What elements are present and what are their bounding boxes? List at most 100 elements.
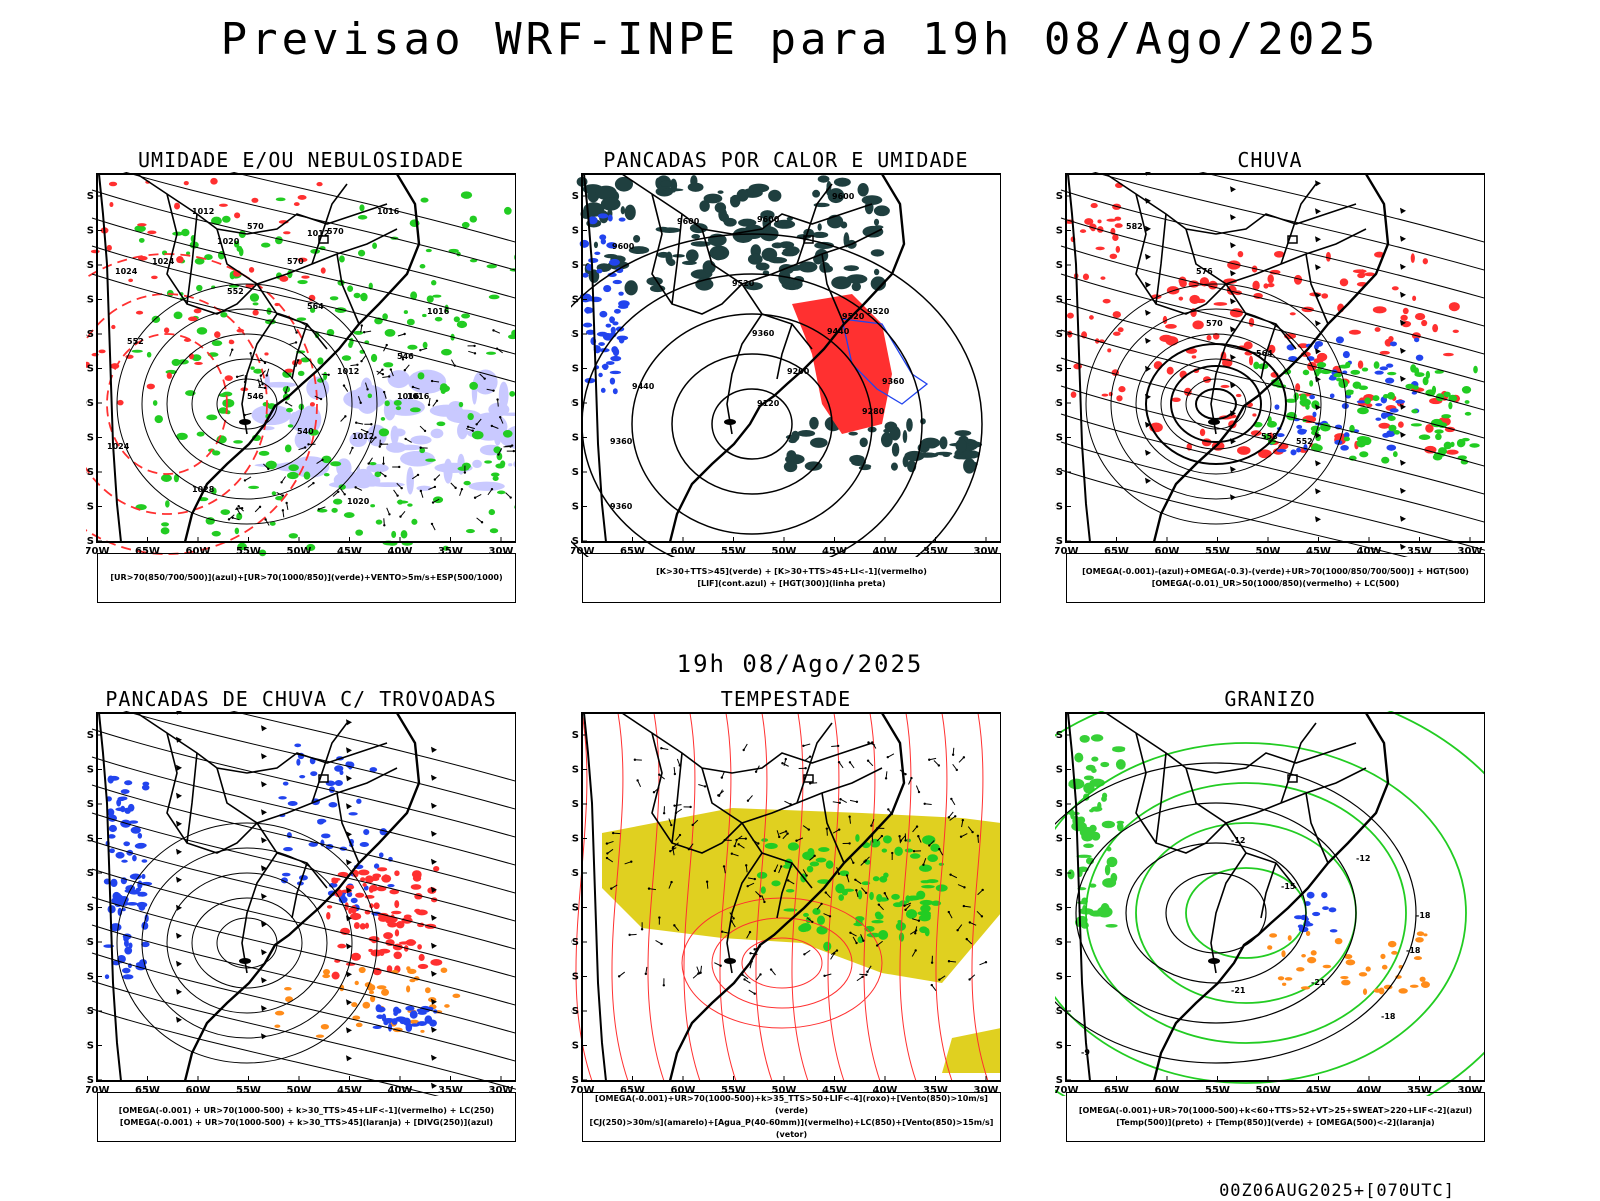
wind-arrow-head — [898, 835, 900, 837]
field-blob — [468, 482, 504, 491]
field-blob — [1269, 933, 1277, 937]
wind-arrow-head — [887, 756, 889, 758]
wind-arrow-head — [354, 486, 356, 488]
field-blob — [395, 929, 399, 936]
contour-label: 1024 — [115, 267, 138, 276]
field-blob — [288, 464, 298, 471]
field-blob — [399, 941, 410, 944]
field-blob — [606, 361, 615, 365]
wind-arrow-head — [747, 800, 749, 802]
wind-arrow-head — [285, 401, 287, 403]
field-blob — [662, 188, 683, 191]
field-blob — [115, 852, 124, 859]
field-blob — [894, 847, 903, 856]
field-blob — [109, 182, 117, 187]
field-blob — [1091, 832, 1100, 841]
field-blob — [1309, 395, 1315, 399]
field-blob — [425, 458, 436, 461]
wind-arrow-head — [763, 901, 765, 903]
field-blob — [274, 1025, 280, 1028]
field-blob — [920, 418, 926, 424]
field-blob — [602, 364, 608, 370]
field-blob — [141, 874, 145, 879]
field-blob — [1386, 363, 1393, 367]
field-blob — [321, 833, 330, 838]
field-blob — [1400, 315, 1407, 321]
lat-label: 18S — [86, 799, 94, 810]
field-blob — [1083, 843, 1094, 848]
wind-arrow-head — [804, 767, 806, 769]
field-blob — [348, 812, 357, 815]
wind-arrow-head — [381, 368, 383, 370]
lat-label: 30S — [86, 398, 94, 409]
contour-label: 9360 — [610, 437, 633, 446]
wind-arrow-head — [805, 874, 807, 876]
field-blob — [407, 503, 413, 506]
legend-box: [OMEGA(-0.001)+UR>70(1000-500)+k<60+TTS>… — [1066, 1092, 1485, 1142]
wind-arrow-head — [963, 886, 965, 888]
legend-line: [UR>70(850/700/500)](azul)+[UR>70(1000/8… — [110, 572, 502, 584]
field-blob — [1392, 286, 1399, 290]
field-blob — [416, 910, 428, 916]
middle-title: 19h 08/Ago/2025 — [0, 650, 1600, 678]
contour-label: 9520 — [732, 279, 755, 288]
field-blob — [430, 1019, 435, 1025]
field-blob — [594, 242, 598, 249]
lat-label: 33S — [571, 972, 579, 983]
field-blob — [1340, 278, 1348, 286]
field-blob — [1296, 448, 1301, 453]
contour-label: 570 — [247, 222, 264, 231]
field-blob — [407, 969, 416, 974]
field-blob — [953, 454, 965, 459]
wind-arrow-head — [954, 815, 956, 817]
field-blob — [446, 409, 481, 423]
field-blob — [1082, 905, 1086, 914]
field-blob — [372, 873, 381, 878]
field-blob — [350, 913, 361, 920]
wind-arrow-head — [749, 952, 751, 954]
field-blob — [1317, 362, 1326, 368]
lat-label: 36S — [1055, 1006, 1063, 1017]
wind-arrow-head — [836, 949, 838, 951]
field-blob — [935, 452, 952, 456]
wind-arrow-head — [823, 975, 825, 977]
lake — [724, 419, 736, 425]
field-blob — [1362, 368, 1368, 372]
field-blob — [812, 190, 820, 198]
wind-arrow-head — [630, 860, 632, 862]
lat-label: 30S — [86, 937, 94, 948]
field-blob — [1342, 403, 1349, 409]
field-blob — [354, 293, 361, 298]
field-blob — [606, 324, 612, 328]
field-blob — [1414, 372, 1424, 377]
contour-label: -18 — [1416, 911, 1431, 920]
field-blob — [604, 254, 618, 258]
field-blob — [1315, 341, 1323, 347]
wind-arrow-head — [865, 974, 867, 976]
field-blob — [712, 247, 723, 261]
contour-label: -21 — [1311, 978, 1326, 987]
wind-arrow-head — [231, 349, 233, 351]
lat-label: 30S — [1055, 937, 1063, 948]
field-blob — [871, 249, 884, 256]
field-blob — [927, 854, 938, 862]
field-blob — [411, 519, 417, 525]
field-blob — [132, 350, 143, 353]
field-blob — [323, 372, 327, 380]
field-blob — [470, 216, 477, 223]
wind-arrow-head — [924, 803, 926, 805]
field-blob — [1349, 330, 1361, 335]
field-blob — [167, 372, 172, 379]
field-blob — [360, 293, 367, 302]
field-blob — [921, 885, 935, 888]
field-blob — [784, 246, 799, 255]
field-blob — [282, 873, 291, 877]
field-blob — [596, 269, 602, 274]
lat-label: 27S — [571, 903, 579, 914]
wind-arrow-head — [697, 972, 699, 974]
field-blob — [212, 450, 220, 455]
field-blob — [298, 371, 305, 376]
field-blob — [601, 238, 606, 244]
field-blob — [420, 264, 426, 268]
